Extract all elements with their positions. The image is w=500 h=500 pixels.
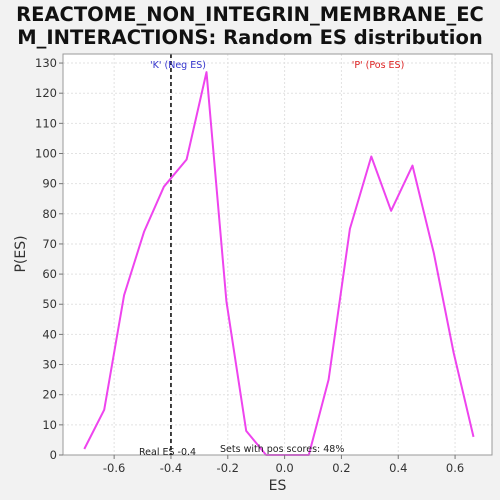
y-axis-ticks: 0 10 20 30 40 50 60 70 80 90 100 110 120 130 xyxy=(35,56,63,462)
y-tick-label: 60 xyxy=(42,267,57,281)
x-tick-label: 0.6 xyxy=(446,461,464,475)
x-tick-label: 0.0 xyxy=(275,461,293,475)
y-tick-label: 130 xyxy=(35,56,57,70)
x-tick-label: -0.6 xyxy=(103,461,125,475)
pos-scores-label: Sets with pos scores: 48% xyxy=(220,444,344,455)
y-tick-label: 100 xyxy=(35,146,57,160)
x-axis-ticks: -0.6 -0.4 -0.2 0.0 0.2 0.4 0.6 xyxy=(103,455,464,475)
y-tick-label: 20 xyxy=(42,388,57,402)
x-tick-label: -0.2 xyxy=(217,461,239,475)
real-es-label: Real ES -0.4 xyxy=(139,447,196,458)
x-tick-label: 0.2 xyxy=(332,461,350,475)
pos-es-label: 'P' (Pos ES) xyxy=(352,60,405,71)
y-tick-label: 30 xyxy=(42,358,57,372)
neg-es-label: 'K' (Neg ES) xyxy=(150,60,206,71)
x-tick-label: -0.4 xyxy=(160,461,182,475)
y-tick-label: 40 xyxy=(42,327,57,341)
chart-title-line-1: REACTOME_NON_INTEGRIN_MEMBRANE_EC xyxy=(16,3,484,26)
y-tick-label: 10 xyxy=(42,418,57,432)
x-axis-label: ES xyxy=(269,478,287,494)
y-tick-label: 50 xyxy=(42,297,57,311)
chart-title-line-2: M_INTERACTIONS: Random ES distribution xyxy=(17,26,483,49)
y-tick-label: 110 xyxy=(35,116,57,130)
y-tick-label: 80 xyxy=(42,207,57,221)
y-tick-label: 120 xyxy=(35,86,57,100)
y-axis-label: P(ES) xyxy=(13,235,29,272)
y-tick-label: 0 xyxy=(50,448,57,462)
y-tick-label: 90 xyxy=(42,177,57,191)
x-tick-label: 0.4 xyxy=(389,461,407,475)
y-tick-label: 70 xyxy=(42,237,57,251)
